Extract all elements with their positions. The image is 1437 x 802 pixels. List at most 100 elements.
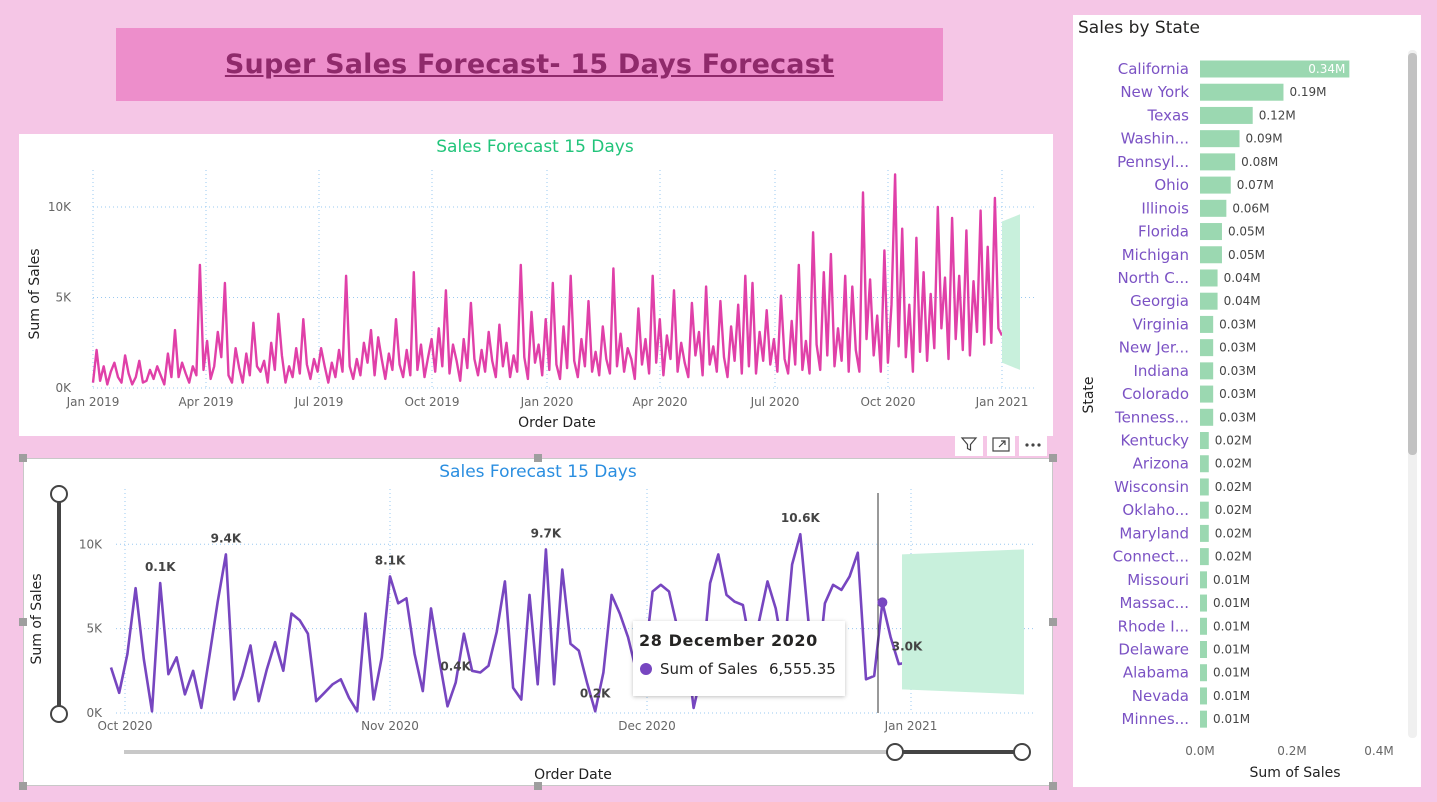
x-tick-label: Jan 2019 [66, 395, 120, 409]
data-label: 0.2K [580, 686, 611, 700]
x-tick-label: Nov 2020 [361, 719, 419, 733]
y-tick-label: 0K [86, 706, 103, 720]
data-label: 3.0K [892, 639, 923, 653]
top-line-chart-visual[interactable]: Sales Forecast 15 Days Sum of Sales Orde… [19, 134, 1053, 436]
state-label: Washin... [1121, 130, 1189, 148]
state-bar [1200, 106, 1253, 124]
x-zoom-slider-handle-right[interactable] [1013, 743, 1031, 761]
data-label: 0.4K [440, 660, 471, 674]
state-bar [1200, 246, 1222, 264]
hover-point [877, 597, 888, 608]
state-label: New Jer... [1119, 339, 1189, 357]
bar-value-label: 0.06M [1232, 201, 1269, 215]
state-label: Kentucky [1121, 432, 1190, 450]
x-tick-label: Jul 2020 [750, 395, 800, 409]
state-bar [1200, 594, 1207, 612]
bar-value-label: 0.34M [1308, 62, 1345, 76]
top-line-chart: Sales Forecast 15 Days Sum of Sales Orde… [27, 137, 1034, 431]
tooltip-value: 6,555.35 [769, 660, 836, 678]
bottom-x-axis-title: Order Date [534, 767, 612, 783]
bar-value-label: 0.07M [1237, 178, 1274, 192]
state-bar [1200, 153, 1236, 171]
bar-value-label: 0.03M [1219, 387, 1256, 401]
x-tick-label: Jan 2021 [884, 719, 938, 733]
y-zoom-slider-handle-top[interactable] [50, 485, 68, 503]
resize-handle[interactable] [1049, 782, 1057, 790]
resize-handle[interactable] [534, 454, 542, 462]
x-tick-label: Dec 2020 [618, 719, 676, 733]
y-tick-label: 10K [79, 537, 103, 551]
state-bar [1200, 664, 1207, 682]
state-bar [1200, 710, 1207, 728]
x-tick-label: 0.0M [1185, 744, 1214, 758]
x-tick-label: 0.4M [1364, 744, 1393, 758]
bar-value-label: 0.01M [1213, 689, 1250, 703]
bottom-y-axis-title: Sum of Sales [29, 573, 45, 664]
state-label: Wisconsin [1114, 478, 1189, 496]
data-label: 9.7K [531, 526, 562, 540]
bar-value-label: 0.02M [1215, 526, 1252, 540]
resize-handle[interactable] [19, 454, 27, 462]
sales-line [91, 173, 1004, 386]
bar-value-label: 0.02M [1215, 457, 1252, 471]
x-tick-label: Jul 2019 [294, 395, 344, 409]
report-title-banner: Super Sales Forecast- 15 Days Forecast [116, 28, 943, 101]
report-title: Super Sales Forecast- 15 Days Forecast [224, 49, 835, 80]
y-zoom-slider-handle-bottom[interactable] [50, 705, 68, 723]
bar-value-label: 0.01M [1213, 666, 1250, 680]
bar-value-label: 0.12M [1259, 108, 1296, 122]
bottom-line-chart-visual[interactable]: Sales Forecast 15 Days Sum of Sales Orde… [23, 458, 1053, 786]
state-label: Alabama [1123, 664, 1189, 682]
state-label: California [1118, 60, 1189, 78]
bar-value-label: 0.02M [1215, 434, 1252, 448]
top-x-axis-title: Order Date [518, 415, 596, 431]
state-label: Oklaho... [1122, 501, 1189, 519]
bar-value-label: 0.02M [1215, 480, 1252, 494]
sales-by-state-visual[interactable]: Sales by State State Sum of Sales Califo… [1073, 15, 1421, 787]
tooltip-date: 28 December 2020 [639, 631, 818, 650]
x-zoom-slider-handle-left[interactable] [886, 743, 904, 761]
bar-value-label: 0.08M [1241, 155, 1278, 169]
y-tick-label: 0K [55, 381, 72, 395]
focus-mode-icon[interactable] [987, 432, 1015, 456]
top-chart-title: Sales Forecast 15 Days [436, 137, 634, 157]
x-tick-label: Oct 2020 [860, 395, 915, 409]
y-tick-label: 5K [55, 291, 72, 305]
bar-value-label: 0.02M [1215, 503, 1252, 517]
state-bar [1200, 199, 1227, 217]
state-label: Rhode I... [1118, 617, 1189, 635]
state-bar [1200, 501, 1209, 519]
resize-handle[interactable] [19, 782, 27, 790]
scrollbar-thumb[interactable] [1408, 53, 1417, 455]
resize-handle[interactable] [534, 782, 542, 790]
state-bar [1200, 571, 1207, 589]
state-label: Maryland [1119, 524, 1189, 542]
state-label: Connect... [1113, 548, 1189, 566]
state-bar [1200, 524, 1209, 542]
state-label: Indiana [1133, 362, 1189, 380]
resize-handle[interactable] [1049, 618, 1057, 626]
state-label: Massac... [1119, 594, 1189, 612]
more-options-icon[interactable] [1019, 432, 1047, 456]
bar-value-label: 0.01M [1213, 619, 1250, 633]
state-bar [1200, 617, 1207, 635]
bar-value-label: 0.02M [1215, 550, 1252, 564]
state-bar [1200, 641, 1207, 658]
bar-value-label: 0.09M [1246, 132, 1283, 146]
state-bar [1200, 269, 1218, 287]
state-label: Florida [1138, 223, 1189, 241]
state-bar [1200, 339, 1214, 357]
state-bar [1200, 83, 1284, 101]
bar-value-label: 0.05M [1228, 225, 1265, 239]
filter-icon[interactable] [955, 432, 983, 456]
data-label: 0.1K [145, 560, 176, 574]
state-bar [1200, 292, 1218, 310]
x-tick-label: Jan 2021 [975, 395, 1029, 409]
bar-value-label: 0.01M [1213, 643, 1250, 657]
bar-value-label: 0.03M [1219, 317, 1256, 331]
state-label: Georgia [1130, 292, 1189, 310]
state-label: Ohio [1154, 176, 1189, 194]
state-label: Nevada [1132, 687, 1189, 705]
resize-handle[interactable] [19, 618, 27, 626]
resize-handle[interactable] [1049, 454, 1057, 462]
